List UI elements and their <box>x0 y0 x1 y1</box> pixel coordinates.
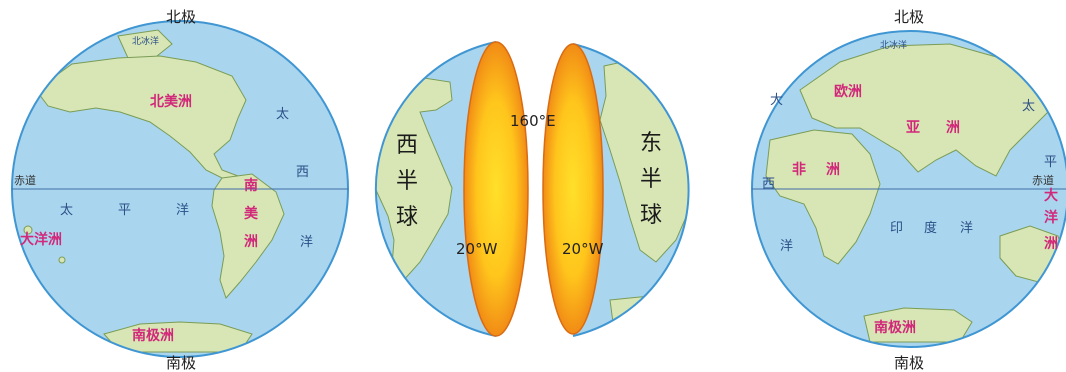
left-antarctica-label: 南极洲 <box>132 327 174 344</box>
pacific-label-1: 太 <box>60 203 73 218</box>
right-antarctica-label: 南极洲 <box>874 319 916 336</box>
africa-land <box>765 129 881 265</box>
south-america-land <box>211 173 285 299</box>
europe-label: 欧洲 <box>834 83 862 100</box>
pacific-right-label-1: 太 <box>1022 99 1035 114</box>
asia-label-1: 亚 <box>906 120 920 136</box>
right-equator-label: 赤道 <box>1032 173 1054 187</box>
indian-ocean-label-3: 洋 <box>960 221 973 236</box>
west-half-cut-face <box>463 41 529 337</box>
left-south-pole-label: 南极 <box>166 354 196 372</box>
south-america-label-1: 南 <box>244 177 258 194</box>
east-hemisphere-label-1: 东 <box>640 131 662 156</box>
indian-ocean-label-2: 度 <box>924 220 937 236</box>
left-equator-label: 赤道 <box>14 173 36 187</box>
africa-label-2: 洲 <box>826 162 840 178</box>
right-north-pole-label: 北极 <box>894 8 924 26</box>
right-arctic-ocean-label: 北冰洋 <box>880 39 907 51</box>
west-hemisphere-label-1: 西 <box>396 133 418 158</box>
atlantic-right-label-3: 洋 <box>780 239 793 254</box>
pacific-right-label-2: 平 <box>1044 155 1057 170</box>
oceania-label-1: 大 <box>1044 187 1058 204</box>
atlantic-label-1: 太 <box>276 107 289 122</box>
atlantic-right-label-2: 西 <box>762 177 775 192</box>
oceania-label-3: 洲 <box>1044 236 1058 252</box>
atlantic-label-3: 洋 <box>300 235 313 250</box>
east-hemisphere-label-3: 球 <box>640 203 662 228</box>
east-half-cut-face <box>542 43 604 335</box>
middle-split-globe: 西 半 球 东 半 球 160°E 20°W 20°W <box>374 41 690 337</box>
longitude-160e-label: 160°E <box>510 112 556 130</box>
left-globe: 北极 南极 赤道 北冰洋 北美洲 南 美 洲 大洋洲 南极洲 太 平 洋 太 西… <box>11 8 349 372</box>
east-half-outline <box>572 43 690 337</box>
indian-ocean-label-1: 印 <box>890 221 903 236</box>
left-arctic-ocean-label: 北冰洋 <box>132 35 159 47</box>
right-globe: 北极 南极 赤道 北冰洋 欧洲 亚 洲 非 洲 大 洋 洲 南极洲 印 度 洋 … <box>751 8 1066 372</box>
greenland-land <box>117 29 173 61</box>
west-hemisphere-label-3: 球 <box>396 205 418 230</box>
north-america-label: 北美洲 <box>150 93 192 110</box>
left-north-pole-label: 北极 <box>166 8 196 26</box>
island <box>23 225 33 235</box>
north-america-land <box>35 55 247 181</box>
east-hemisphere-label-2: 半 <box>640 167 662 192</box>
island <box>58 256 66 264</box>
asia-label-2: 洲 <box>946 120 960 136</box>
atlantic-right-label-1: 大 <box>770 93 783 108</box>
pacific-label-3: 洋 <box>176 203 189 218</box>
west-half-outline <box>374 41 497 337</box>
longitude-20w-left-label: 20°W <box>456 240 498 258</box>
oceania-label: 大洋洲 <box>20 231 62 248</box>
right-south-pole-label: 南极 <box>894 354 924 372</box>
eurasia-land <box>799 43 1051 177</box>
atlantic-label-2: 西 <box>296 165 309 180</box>
africa-label-1: 非 <box>792 161 806 178</box>
longitude-20w-right-label: 20°W <box>562 240 604 258</box>
west-hemisphere-label-2: 半 <box>396 169 418 194</box>
south-america-label-2: 美 <box>244 205 259 222</box>
oceania-label-2: 洋 <box>1044 209 1058 226</box>
pacific-label-2: 平 <box>118 203 131 218</box>
south-america-label-3: 洲 <box>244 234 258 250</box>
